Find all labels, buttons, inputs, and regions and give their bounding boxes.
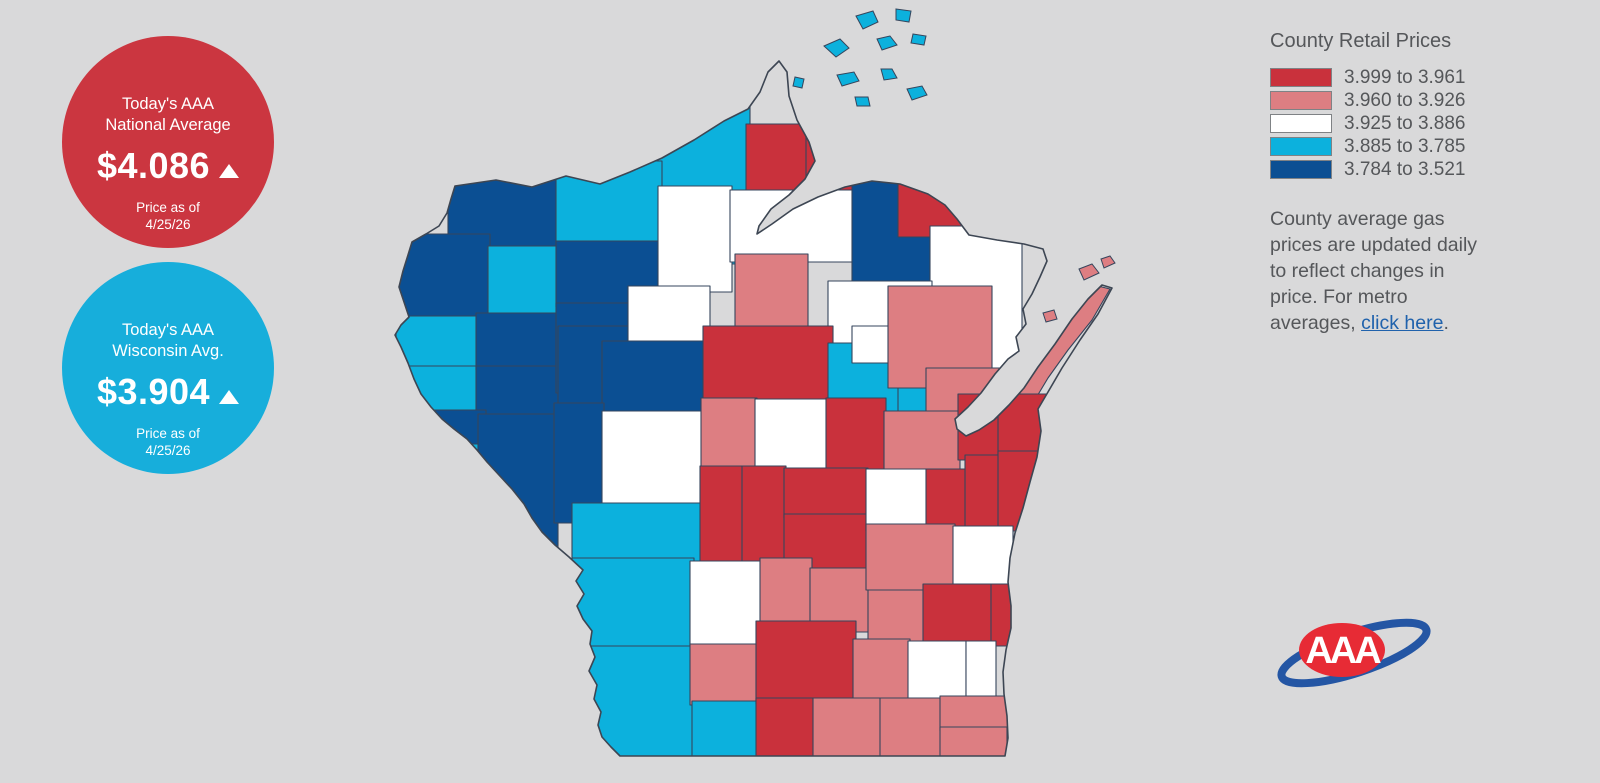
- legend-swatch-icon: [1270, 160, 1332, 179]
- county-florence[interactable]: [897, 180, 1043, 238]
- legend-swatch-icon: [1270, 68, 1332, 87]
- state-outline: [394, 60, 1113, 757]
- county-iowa[interactable]: [689, 643, 761, 706]
- legend-row: 3.784 to 3.521: [1270, 158, 1510, 181]
- county-walworth[interactable]: [879, 697, 943, 758]
- county-buffalo[interactable]: [477, 413, 559, 549]
- badge-title: Today's AAA Wisconsin Avg.: [112, 321, 224, 360]
- door-island: [1042, 309, 1058, 323]
- county-sawyer[interactable]: [555, 160, 663, 248]
- legend-row: 3.960 to 3.926: [1270, 89, 1510, 112]
- county-waupaca[interactable]: [825, 397, 887, 473]
- state-price: $3.904: [96, 371, 211, 412]
- county-fonddulac[interactable]: [865, 523, 956, 591]
- apostle-island: [823, 38, 850, 58]
- county-washington[interactable]: [922, 583, 994, 647]
- county-kenosha[interactable]: [939, 726, 1008, 758]
- county-waukesha[interactable]: [907, 640, 967, 705]
- apostle-island: [792, 76, 805, 89]
- door-island: [1078, 263, 1100, 281]
- county-lafayette[interactable]: [691, 700, 759, 758]
- county-ozaukee[interactable]: [990, 583, 1020, 647]
- trend-up-icon: [219, 164, 240, 178]
- county-jackson[interactable]: [601, 410, 703, 512]
- county-price[interactable]: [657, 185, 733, 293]
- trend-up-icon: [219, 390, 240, 404]
- legend-swatch-icon: [1270, 114, 1332, 133]
- legend-label: 3.999 to 3.961: [1344, 66, 1466, 88]
- apostle-island: [855, 10, 879, 30]
- county-juneau[interactable]: [699, 465, 745, 577]
- county-racine[interactable]: [939, 695, 1011, 732]
- badge-asof: Price as of 4/25/26: [136, 200, 200, 232]
- county-brown[interactable]: [957, 393, 1003, 461]
- metro-averages-link[interactable]: click here: [1361, 312, 1444, 334]
- apostle-island: [836, 71, 860, 87]
- legend-label: 3.784 to 3.521: [1344, 158, 1466, 180]
- national-average-badge: Today's AAA National Average $4.086 Pric…: [62, 36, 274, 248]
- county-sheboygan[interactable]: [952, 525, 1014, 595]
- legend-label: 3.925 to 3.886: [1344, 112, 1466, 134]
- legend: County Retail Prices 3.999 to 3.961 3.960…: [1270, 30, 1510, 181]
- county-dane[interactable]: [755, 620, 857, 705]
- apostle-island: [880, 68, 898, 81]
- legend-row: 3.925 to 3.886: [1270, 112, 1510, 135]
- county-sauk[interactable]: [759, 557, 813, 633]
- county-waushara[interactable]: [865, 468, 929, 532]
- county-manitowoc[interactable]: [997, 450, 1045, 532]
- legend-label: 3.885 to 3.785: [1344, 135, 1466, 157]
- legend-label: 3.960 to 3.926: [1344, 89, 1466, 111]
- county-wood[interactable]: [700, 397, 758, 475]
- aaa-logo[interactable]: AAA: [1252, 598, 1467, 713]
- county-green[interactable]: [755, 697, 817, 758]
- wisconsin-average-badge: Today's AAA Wisconsin Avg. $3.904 Price …: [62, 262, 274, 474]
- county-taylor[interactable]: [627, 285, 711, 346]
- apostle-island: [910, 33, 927, 46]
- county-polk[interactable]: [395, 315, 489, 371]
- county-oneida[interactable]: [729, 189, 855, 263]
- legend-swatch-icon: [1270, 91, 1332, 110]
- legend-swatch-icon: [1270, 137, 1332, 156]
- county-jefferson[interactable]: [852, 638, 911, 705]
- legend-row: 3.885 to 3.785: [1270, 135, 1510, 158]
- door-island: [1100, 255, 1116, 269]
- county-calumet[interactable]: [964, 454, 1003, 532]
- county-winnebago[interactable]: [925, 468, 968, 532]
- badge-asof: Price as of 4/25/26: [136, 426, 200, 458]
- apostle-island: [876, 35, 898, 51]
- update-note: County average gas prices are updated da…: [1270, 208, 1478, 334]
- apostle-island: [906, 85, 928, 101]
- county-pierce[interactable]: [427, 409, 487, 447]
- county-milwaukee[interactable]: [965, 640, 997, 705]
- legend-row: 3.999 to 3.961: [1270, 66, 1510, 89]
- apostle-island: [854, 96, 871, 107]
- county-outagamie[interactable]: [883, 410, 961, 476]
- badge-title: Today's AAA National Average: [105, 95, 231, 134]
- county-marathon[interactable]: [702, 325, 834, 404]
- legend-title: County Retail Prices: [1270, 30, 1452, 52]
- aaa-logo-text: AAA: [1305, 630, 1381, 672]
- county-washburn[interactable]: [487, 245, 559, 318]
- county-barron[interactable]: [475, 312, 561, 371]
- apostle-island: [895, 8, 912, 23]
- county-marquette[interactable]: [783, 467, 869, 519]
- county-portage[interactable]: [754, 398, 829, 473]
- county-lincoln[interactable]: [734, 253, 809, 333]
- county-rock[interactable]: [812, 697, 883, 758]
- aaa-logo-oval-icon: [1299, 623, 1385, 677]
- county-grant[interactable]: [587, 645, 695, 758]
- national-price: $4.086: [96, 145, 211, 186]
